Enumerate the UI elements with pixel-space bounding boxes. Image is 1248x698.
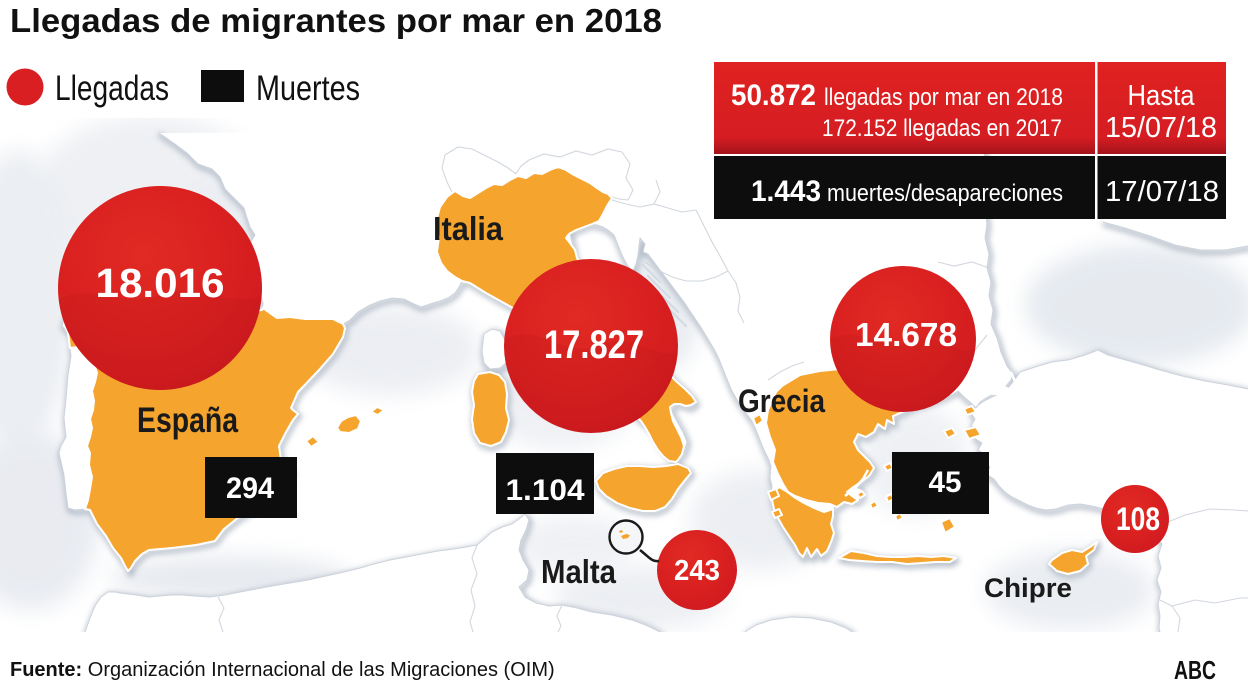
svg-text:172.152 llegadas en 2017: 172.152 llegadas en 2017 — [822, 115, 1062, 142]
svg-text:Chipre: Chipre — [984, 573, 1072, 603]
svg-text:17.827: 17.827 — [544, 323, 644, 367]
svg-text:Fuente: Organización Internaci: Fuente: Organización Internacional de la… — [10, 659, 555, 681]
svg-text:17/07/18: 17/07/18 — [1105, 176, 1219, 208]
svg-text:50.872: 50.872 — [731, 79, 816, 112]
svg-text:España: España — [137, 401, 238, 440]
svg-text:45: 45 — [929, 466, 962, 499]
svg-text:243: 243 — [674, 555, 720, 587]
svg-text:294: 294 — [226, 472, 274, 505]
svg-text:14.678: 14.678 — [855, 316, 957, 353]
svg-text:15/07/18: 15/07/18 — [1105, 112, 1217, 144]
svg-text:Muertes: Muertes — [256, 69, 360, 108]
svg-text:Italia: Italia — [433, 210, 504, 247]
svg-text:Llegadas: Llegadas — [55, 69, 169, 108]
svg-text:muertes/desapareciones: muertes/desapareciones — [827, 180, 1063, 207]
svg-text:Grecia: Grecia — [738, 383, 825, 419]
svg-text:18.016: 18.016 — [96, 260, 225, 306]
svg-text:ABC: ABC — [1174, 655, 1216, 685]
svg-text:1.104: 1.104 — [506, 474, 585, 507]
svg-text:1.443: 1.443 — [751, 175, 821, 208]
svg-text:Llegadas de migrantes por mar: Llegadas de migrantes por mar en 2018 — [10, 2, 662, 39]
svg-text:Malta: Malta — [541, 553, 617, 590]
svg-text:108: 108 — [1116, 501, 1160, 537]
svg-text:Hasta: Hasta — [1128, 80, 1196, 112]
svg-text:llegadas por mar en 2018: llegadas por mar en 2018 — [824, 84, 1063, 111]
